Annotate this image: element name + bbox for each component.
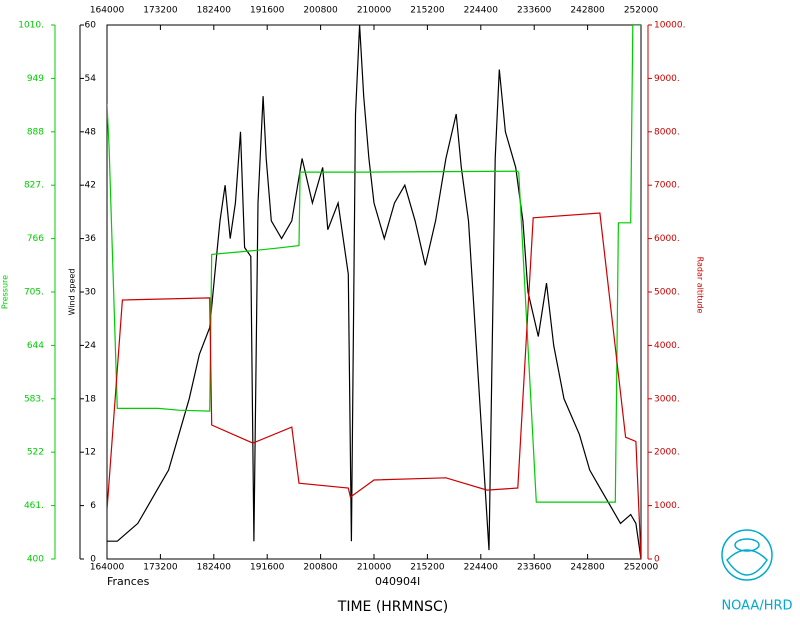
x-tick-label: 252000 xyxy=(624,563,659,573)
y2-tick-label: 583. xyxy=(24,394,44,404)
y2-tick-label: 461. xyxy=(24,501,44,511)
y3-tick-label: 2000. xyxy=(654,448,680,458)
plot-area xyxy=(107,25,641,559)
x-tick-label: 224400 xyxy=(464,563,499,573)
y-tick-label: 36 xyxy=(85,234,97,244)
x-tick-label-top: 215200 xyxy=(410,6,445,16)
y2-tick-label: 400 xyxy=(27,555,44,565)
plot-frame xyxy=(106,24,642,560)
x-tick-label-top: 182400 xyxy=(197,6,232,16)
x-tick-label-top: 233600 xyxy=(517,6,552,16)
y-tick-label: 12 xyxy=(85,448,96,458)
y-tick-label: 42 xyxy=(85,181,96,191)
y2-axis-title: Pressure xyxy=(1,275,10,309)
y3-tick-label: 3000. xyxy=(654,394,680,404)
y2-tick-label: 827. xyxy=(24,181,44,191)
y3-tick-label: 8000. xyxy=(654,127,680,137)
y3-tick-label: 9000. xyxy=(654,74,680,84)
y2-tick-label: 1010. xyxy=(18,21,44,31)
y-tick-label: 60 xyxy=(85,21,97,31)
y-tick-label: 54 xyxy=(85,74,97,84)
y-tick-label: 30 xyxy=(85,288,97,298)
agency-label: NOAA/HRD xyxy=(721,599,792,614)
x-tick-label: 233600 xyxy=(517,563,552,573)
x-tick-label-top: 200800 xyxy=(303,6,338,16)
x-tick-label-top: 191600 xyxy=(250,6,285,16)
y3-axis-title: Radar altitude xyxy=(696,257,705,314)
x-tick-label: 191600 xyxy=(250,563,285,573)
series-line xyxy=(107,25,641,559)
y2-tick-label: 644 xyxy=(27,341,44,351)
series-line xyxy=(107,212,641,559)
y-tick-label: 24 xyxy=(85,341,97,351)
x-tick-label-top: 173200 xyxy=(143,6,178,16)
x-tick-label-top: 252000 xyxy=(624,6,659,16)
x-tick-label-top: 224400 xyxy=(464,6,499,16)
x-tick-label-top: 210000 xyxy=(357,6,392,16)
y2-tick-label: 949 xyxy=(27,74,44,84)
x-tick-label: 182400 xyxy=(197,563,232,573)
y2-tick-label: 705. xyxy=(24,288,44,298)
x-tick-label-top: 242800 xyxy=(570,6,605,16)
y3-tick-label: 10000. xyxy=(654,21,686,31)
y3-tick-label: 6000. xyxy=(654,234,680,244)
flight-id: 040904I xyxy=(375,575,420,588)
y3-tick-label: 7000. xyxy=(654,181,680,191)
y3-tick-label: 5000. xyxy=(654,288,680,298)
y2-tick-label: 522 xyxy=(27,448,44,458)
y-tick-label: 18 xyxy=(85,394,97,404)
y2-tick-label: 888 xyxy=(27,127,44,137)
x-tick-label: 164000 xyxy=(90,563,125,573)
y-axis-title: Wind speed xyxy=(68,269,77,316)
x-tick-label: 215200 xyxy=(410,563,445,573)
x-tick-label: 200800 xyxy=(303,563,338,573)
y-tick-label: 6 xyxy=(90,501,96,511)
x-tick-label: 242800 xyxy=(570,563,605,573)
x-tick-label: 210000 xyxy=(357,563,392,573)
noaa-logo xyxy=(721,529,773,581)
y3-tick-label: 0 xyxy=(654,555,660,565)
y-tick-label: 0 xyxy=(90,555,96,565)
x-tick-label-top: 164000 xyxy=(90,6,125,16)
y3-tick-label: 4000. xyxy=(654,341,680,351)
series-line xyxy=(107,25,641,503)
y3-tick-label: 1000. xyxy=(654,501,680,511)
x-axis-title: TIME (HRMNSC) xyxy=(337,599,448,615)
y2-tick-label: 766 xyxy=(27,234,44,244)
x-tick-label: 173200 xyxy=(143,563,178,573)
y-tick-label: 48 xyxy=(85,127,97,137)
storm-name: Frances xyxy=(107,575,150,588)
